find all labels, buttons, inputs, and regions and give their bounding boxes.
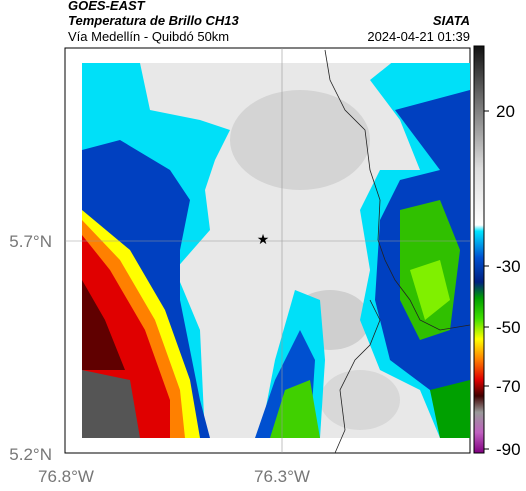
org-label: SIATA bbox=[433, 13, 470, 28]
timestamp: 2024-04-21 01:39 bbox=[367, 29, 470, 44]
border-line bbox=[324, 49, 471, 331]
colorbar: 20 -30 -50 -70 -90 bbox=[473, 45, 521, 459]
border-line bbox=[334, 299, 381, 454]
title: Temperatura de Brillo CH13 bbox=[68, 13, 240, 28]
subtitle: Vía Medellín - Quibdó 50km bbox=[68, 29, 229, 44]
axis-labels: 5.7°N 5.2°N 76.8°W 76.3°W bbox=[9, 232, 310, 486]
source-label: GOES-EAST bbox=[68, 0, 146, 13]
colorbar-tick-label: -50 bbox=[496, 318, 521, 337]
lon-label: 76.3°W bbox=[254, 467, 310, 486]
colorbar-scale bbox=[473, 45, 485, 454]
map-area: ★ bbox=[64, 47, 471, 454]
lon-label: 76.8°W bbox=[38, 467, 94, 486]
colorbar-tick-label: -70 bbox=[496, 377, 521, 396]
colorbar-tick-label: 20 bbox=[496, 102, 515, 121]
lat-label: 5.2°N bbox=[9, 445, 52, 464]
colorbar-tick-label: -90 bbox=[496, 440, 521, 459]
colorbar-tick-label: -30 bbox=[496, 257, 521, 276]
lat-label: 5.7°N bbox=[9, 232, 52, 251]
location-marker: ★ bbox=[257, 231, 270, 247]
